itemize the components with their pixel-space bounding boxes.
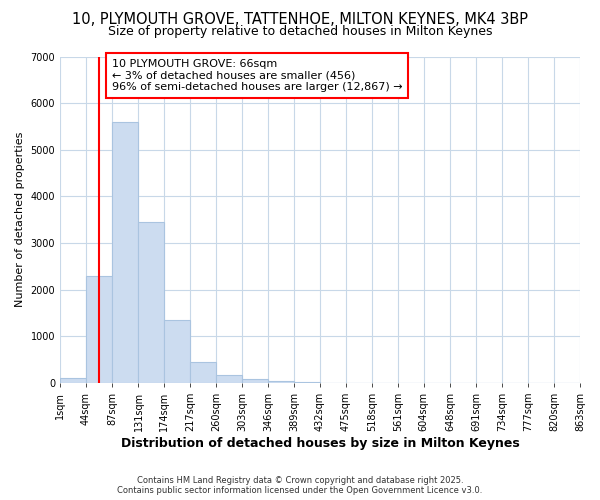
Bar bbox=[112, 122, 138, 383]
X-axis label: Distribution of detached houses by size in Milton Keynes: Distribution of detached houses by size … bbox=[121, 437, 520, 450]
Bar bbox=[216, 375, 242, 383]
Text: 10 PLYMOUTH GROVE: 66sqm
← 3% of detached houses are smaller (456)
96% of semi-d: 10 PLYMOUTH GROVE: 66sqm ← 3% of detache… bbox=[112, 59, 403, 92]
Text: 10, PLYMOUTH GROVE, TATTENHOE, MILTON KEYNES, MK4 3BP: 10, PLYMOUTH GROVE, TATTENHOE, MILTON KE… bbox=[72, 12, 528, 28]
Bar bbox=[190, 362, 216, 383]
Bar bbox=[86, 276, 112, 383]
Bar bbox=[242, 380, 268, 383]
Bar bbox=[164, 320, 190, 383]
Text: Size of property relative to detached houses in Milton Keynes: Size of property relative to detached ho… bbox=[108, 25, 492, 38]
Y-axis label: Number of detached properties: Number of detached properties bbox=[15, 132, 25, 308]
Text: Contains HM Land Registry data © Crown copyright and database right 2025.
Contai: Contains HM Land Registry data © Crown c… bbox=[118, 476, 482, 495]
Bar bbox=[60, 378, 86, 383]
Bar bbox=[268, 382, 294, 383]
Bar bbox=[139, 222, 164, 383]
